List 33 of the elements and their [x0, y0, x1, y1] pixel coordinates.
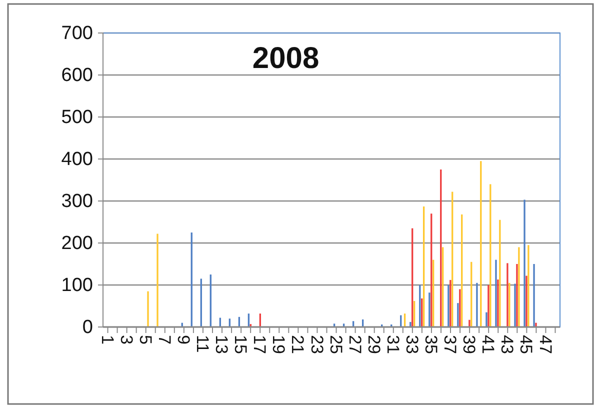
x-tick-label: 23 [307, 335, 326, 354]
x-tick-label: 33 [402, 335, 422, 354]
y-tick-label: 300 [61, 191, 93, 212]
x-tick-label: 11 [193, 335, 212, 353]
x-tick-label: 35 [422, 335, 441, 354]
y-tick-label: 400 [61, 149, 93, 170]
y-tick-label: 700 [61, 23, 93, 44]
x-tick-label: 43 [498, 335, 517, 354]
x-tick-label: 41 [478, 335, 498, 354]
y-tick-label: 0 [82, 317, 93, 338]
x-tick-label: 15 [231, 335, 250, 354]
x-tick-label: 39 [460, 335, 479, 354]
x-tick-label: 19 [269, 335, 288, 354]
x-tick-label: 25 [326, 335, 346, 354]
x-tick-label: 1 [98, 335, 117, 344]
x-tick-label: 13 [212, 335, 232, 354]
y-tick-label: 100 [61, 275, 93, 296]
x-tick-label: 31 [383, 335, 402, 354]
y-tick-label: 600 [61, 65, 93, 86]
y-tick-label: 200 [61, 233, 93, 254]
x-tick-label: 37 [440, 335, 460, 354]
x-tick-label: 29 [364, 335, 384, 354]
x-tick-label: 9 [174, 335, 193, 344]
x-tick-label: 5 [136, 335, 155, 344]
x-tick-label: 27 [345, 335, 364, 354]
x-tick-label: 3 [116, 335, 136, 344]
x-tick-label: 7 [154, 335, 174, 344]
chart-title: 2008 [252, 42, 320, 75]
x-tick-label: 17 [250, 335, 270, 354]
x-tick-label: 45 [516, 335, 536, 354]
y-tick-label: 500 [61, 107, 93, 128]
x-tick-label: 21 [288, 335, 308, 354]
x-tick-label: 47 [536, 335, 555, 354]
